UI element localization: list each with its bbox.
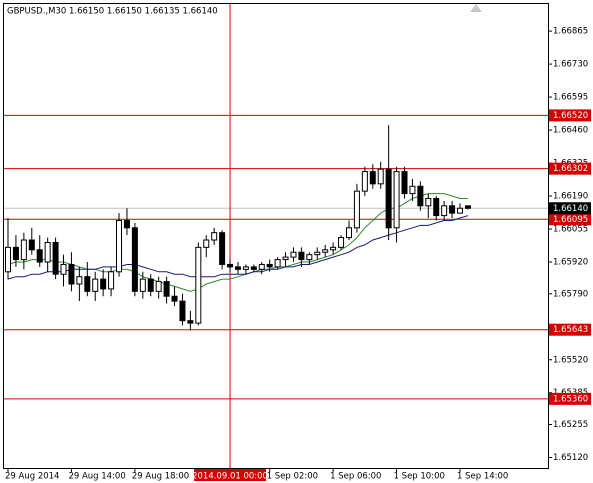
candle-body: [433, 197, 440, 217]
candle-body: [417, 185, 424, 207]
chart-title: GBPUSD.,M30 1.66150 1.66150 1.66135 1.66…: [7, 7, 218, 17]
candle-body: [361, 171, 368, 192]
x-tick-label: 29 Aug 18:00: [132, 472, 189, 482]
candle-body: [20, 239, 27, 261]
level-label: 1.66520: [553, 111, 588, 121]
candle-body: [274, 259, 281, 268]
x-tick-label: 29 Aug 2014: [5, 472, 59, 482]
x-tick-label: 1 Sep 06:00: [330, 472, 381, 482]
candle-body: [211, 232, 218, 241]
candle-body: [52, 241, 59, 275]
y-tick-label: 1.65790: [553, 289, 588, 299]
candle-body: [441, 205, 448, 217]
candle-body: [234, 266, 241, 270]
candle-body: [306, 254, 313, 261]
y-tick-label: 1.66460: [553, 126, 588, 136]
candle-body: [131, 227, 138, 292]
plot-frame: [3, 3, 549, 469]
candle-body: [116, 219, 123, 273]
candle-body: [84, 276, 91, 292]
candle-body: [266, 263, 273, 268]
candle-body: [385, 168, 392, 229]
crosshair-label-bg: [194, 469, 267, 481]
candle-body: [187, 320, 194, 324]
candle-body: [409, 185, 416, 195]
arrow-icon: [470, 4, 482, 12]
candle-body: [377, 168, 384, 185]
candle-body: [449, 205, 456, 214]
candle-body: [345, 227, 352, 239]
level-label: 1.65360: [553, 394, 588, 404]
level-label-bg: [549, 213, 591, 226]
candle-body: [353, 190, 360, 229]
candle-body: [195, 246, 202, 324]
candle-body: [258, 263, 265, 270]
y-tick-label: 1.66595: [553, 93, 588, 103]
level-label: 1.66302: [553, 164, 588, 174]
candle-body: [401, 171, 408, 195]
candle-body: [147, 278, 154, 292]
y-tick-label: 1.66055: [553, 225, 588, 235]
y-tick-label: 1.65120: [553, 453, 588, 463]
candle-body: [219, 232, 226, 265]
y-tick-label: 1.65920: [553, 258, 588, 268]
level-label-bg: [549, 323, 591, 336]
candle-body: [100, 278, 107, 290]
candle-body: [322, 249, 329, 253]
crosshair-label: 2014.09.01 00:00: [192, 472, 268, 482]
level-label: 1.65643: [553, 325, 588, 335]
candle-body: [369, 171, 376, 185]
x-tick-label: 1 Sep 10:00: [394, 472, 445, 482]
candle-body: [298, 251, 305, 261]
candle-body: [250, 266, 257, 270]
current-price-bg: [549, 202, 591, 215]
level-label: 1.66095: [553, 215, 588, 225]
candle-body: [242, 266, 249, 270]
x-tick-label: 1 Sep 02:00: [267, 472, 318, 482]
candle-body: [92, 278, 99, 292]
level-label-bg: [549, 109, 591, 122]
candle-body: [171, 295, 178, 302]
candle-body: [457, 207, 464, 214]
candle-body: [36, 249, 43, 263]
candle-body: [282, 256, 289, 261]
candle-body: [5, 246, 11, 273]
current-price-label: 1.66140: [553, 204, 588, 214]
candle-body: [179, 300, 186, 322]
y-tick-label: 1.66190: [553, 192, 588, 202]
candle-body: [330, 246, 337, 251]
candle-body: [28, 239, 35, 251]
candle-body: [227, 263, 234, 268]
y-tick-label: 1.66865: [553, 27, 588, 37]
candle-body: [393, 171, 400, 229]
candle-body: [12, 246, 19, 261]
y-tick-label: 1.65255: [553, 420, 588, 430]
candle-body: [290, 251, 297, 258]
candle-body: [139, 278, 146, 292]
candle-body: [464, 205, 471, 209]
candle-body: [425, 197, 432, 207]
candle-body: [155, 281, 162, 292]
candle-body: [60, 263, 67, 275]
x-tick-label: 29 Aug 14:00: [68, 472, 125, 482]
candle-body: [123, 219, 130, 229]
candle-body: [338, 237, 345, 248]
x-tick-label: 1 Sep 14:00: [457, 472, 508, 482]
y-tick-label: 1.66730: [553, 60, 588, 70]
candle-body: [76, 276, 83, 285]
level-label-bg: [549, 392, 591, 405]
candle-body: [44, 241, 51, 263]
y-tick-label: 1.65520: [553, 355, 588, 365]
candle-body: [108, 271, 115, 290]
candle-body: [68, 263, 75, 285]
level-label-bg: [549, 162, 591, 175]
candle-body: [203, 239, 210, 248]
candle-body: [314, 251, 321, 256]
candle-body: [163, 281, 170, 297]
